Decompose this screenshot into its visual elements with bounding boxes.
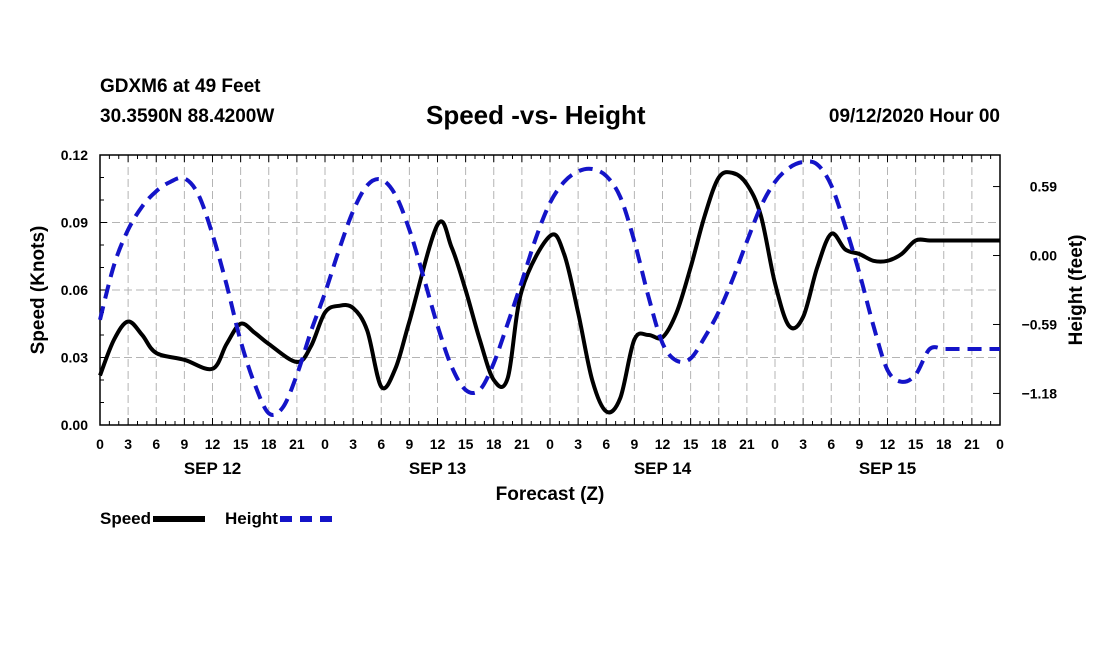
coordinates-label: 30.3590N 88.4200W [100, 106, 275, 127]
x-tick-label: 0 [996, 436, 1004, 452]
x-date-label: SEP 13 [409, 459, 466, 478]
legend-speed: Speed [100, 509, 206, 529]
x-tick-label: 18 [711, 436, 727, 452]
x-tick-label: 6 [602, 436, 610, 452]
x-tick-label: 9 [405, 436, 413, 452]
y2-axis-title: Height (feet) [1066, 235, 1087, 346]
x-tick-label: 21 [289, 436, 305, 452]
legend: Speed Height [100, 509, 352, 529]
y-tick-label: 0.12 [61, 147, 88, 163]
x-tick-label: 3 [349, 436, 357, 452]
x-tick-label: 12 [655, 436, 671, 452]
legend-height-swatch [279, 516, 332, 522]
legend-speed-label: Speed [100, 509, 152, 528]
x-tick-label: 15 [683, 436, 699, 452]
y-axis-title: Speed (Knots) [28, 226, 49, 355]
x-tick-label: 21 [739, 436, 755, 452]
y-tick-label: 0.00 [61, 417, 88, 433]
x-tick-label: 0 [321, 436, 329, 452]
y2-tick-label: 0.00 [1030, 248, 1057, 264]
x-date-label: SEP 15 [859, 459, 916, 478]
y-tick-label: 0.09 [61, 215, 88, 231]
x-date-label: SEP 14 [634, 459, 692, 478]
x-tick-label: 6 [152, 436, 160, 452]
x-tick-label: 9 [180, 436, 188, 452]
x-tick-label: 0 [546, 436, 554, 452]
x-tick-label: 18 [486, 436, 502, 452]
x-tick-label: 6 [827, 436, 835, 452]
x-tick-label: 18 [936, 436, 952, 452]
x-tick-label: 0 [771, 436, 779, 452]
y2-tick-label: −1.18 [1022, 385, 1058, 401]
y2-tick-label: −0.59 [1022, 316, 1058, 332]
forecast-datetime: 09/12/2020 Hour 00 [828, 106, 1000, 127]
y-tick-label: 0.06 [61, 282, 88, 298]
x-tick-label: 12 [880, 436, 896, 452]
x-tick-label: 12 [205, 436, 221, 452]
x-tick-label: 18 [261, 436, 277, 452]
y-tick-label: 0.03 [61, 350, 88, 366]
x-tick-label: 15 [458, 436, 474, 452]
x-tick-label: 15 [908, 436, 924, 452]
legend-height-label: Height [225, 509, 278, 528]
x-tick-label: 0 [96, 436, 104, 452]
x-tick-label: 21 [964, 436, 980, 452]
x-tick-label: 3 [574, 436, 582, 452]
x-tick-label: 21 [514, 436, 530, 452]
x-tick-label: 3 [124, 436, 132, 452]
x-tick-label: 12 [430, 436, 446, 452]
legend-height: Height [225, 509, 332, 529]
x-tick-label: 9 [630, 436, 638, 452]
x-tick-label: 6 [377, 436, 385, 452]
legend-speed-swatch [153, 516, 206, 522]
y2-tick-label: 0.59 [1030, 179, 1057, 195]
x-tick-label: 9 [855, 436, 863, 452]
height-series-line [98, 159, 1000, 417]
station-label: GDXM6 at 49 Feet [100, 76, 261, 97]
x-date-label: SEP 12 [184, 459, 241, 478]
x-axis-title: Forecast (Z) [496, 484, 605, 505]
chart-title: Speed -vs- Height [426, 100, 646, 130]
x-tick-label: 15 [233, 436, 249, 452]
speed-series-line [98, 170, 1000, 415]
x-tick-label: 3 [799, 436, 807, 452]
